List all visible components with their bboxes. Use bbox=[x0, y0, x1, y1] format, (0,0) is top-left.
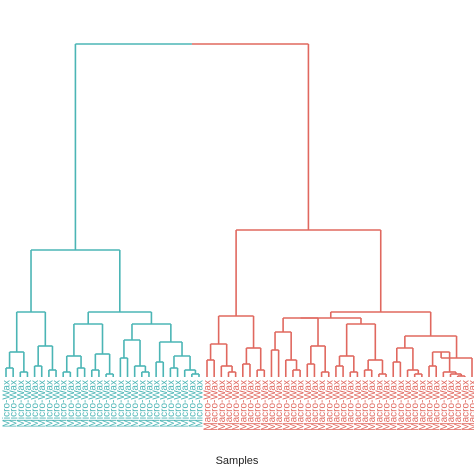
leaf-label-micro-wax: Micro-Wax bbox=[166, 380, 177, 427]
leaf-label-macro-wax: Macro-Wax bbox=[439, 380, 450, 431]
leaf-label-micro-wax: Micro-Wax bbox=[87, 380, 98, 427]
leaf-label-macro-wax: Macro-Wax bbox=[260, 380, 271, 431]
leaf-label-micro-wax: Micro-Wax bbox=[130, 380, 141, 427]
leaf-label-micro-wax: Micro-Wax bbox=[144, 380, 155, 427]
leaf-label-macro-wax: Macro-Wax bbox=[296, 380, 307, 431]
leaf-label-macro-wax: Macro-Wax bbox=[245, 380, 256, 431]
leaf-label-macro-wax: Macro-Wax bbox=[281, 380, 292, 431]
leaf-label-micro-wax: Micro-Wax bbox=[159, 380, 170, 427]
leaf-label-macro-wax: Macro-Wax bbox=[403, 380, 414, 431]
leaf-label-micro-wax: Micro-Wax bbox=[44, 380, 55, 427]
leaf-label-macro-wax: Macro-Wax bbox=[353, 380, 364, 431]
macro-wax-branches bbox=[191, 43, 473, 377]
leaf-label-micro-wax: Micro-Wax bbox=[2, 380, 13, 427]
leaf-label-macro-wax: Macro-Wax bbox=[267, 380, 278, 431]
leaf-label-micro-wax: Micro-Wax bbox=[152, 380, 163, 427]
leaf-label-micro-wax: Micro-Wax bbox=[94, 380, 105, 427]
leaf-label-micro-wax: Micro-Wax bbox=[180, 380, 191, 427]
x-axis-label: Samples bbox=[215, 455, 259, 467]
leaf-label-micro-wax: Micro-Wax bbox=[187, 380, 198, 427]
leaf-label-macro-wax: Macro-Wax bbox=[331, 380, 342, 431]
leaf-label-micro-wax: Micro-Wax bbox=[66, 380, 77, 427]
leaf-label-micro-wax: Micro-Wax bbox=[73, 380, 84, 427]
leaf-label-macro-wax: Macro-Wax bbox=[425, 380, 436, 431]
leaf-label-macro-wax: Macro-Wax bbox=[374, 380, 385, 431]
leaf-label-macro-wax: Macro-Wax bbox=[410, 380, 421, 431]
leaf-label-macro-wax: Macro-Wax bbox=[460, 380, 471, 431]
micro-wax-branches bbox=[5, 43, 200, 377]
leaf-label-macro-wax: Macro-Wax bbox=[432, 380, 443, 431]
leaf-label-micro-wax: Micro-Wax bbox=[52, 380, 63, 427]
leaf-label-macro-wax: Macro-Wax bbox=[217, 380, 228, 431]
leaf-label-micro-wax: Micro-Wax bbox=[16, 380, 27, 427]
leaf-label-micro-wax: Micro-Wax bbox=[9, 380, 20, 427]
leaf-label-macro-wax: Macro-Wax bbox=[238, 380, 249, 431]
leaf-label-macro-wax: Macro-Wax bbox=[339, 380, 350, 431]
leaf-label-macro-wax: Macro-Wax bbox=[367, 380, 378, 431]
leaf-label-micro-wax: Micro-Wax bbox=[102, 380, 113, 427]
leaf-label-micro-wax: Micro-Wax bbox=[59, 380, 70, 427]
leaf-label-macro-wax: Macro-Wax bbox=[389, 380, 400, 431]
leaf-label-macro-wax: Macro-Wax bbox=[288, 380, 299, 431]
leaf-label-macro-wax: Macro-Wax bbox=[310, 380, 321, 431]
leaf-label-macro-wax: Macro-Wax bbox=[324, 380, 335, 431]
leaf-label-macro-wax: Macro-Wax bbox=[453, 380, 464, 431]
leaf-label-micro-wax: Micro-Wax bbox=[137, 380, 148, 427]
leaf-label-macro-wax: Macro-Wax bbox=[231, 380, 242, 431]
leaf-label-macro-wax: Macro-Wax bbox=[382, 380, 393, 431]
leaf-label-macro-wax: Macro-Wax bbox=[210, 380, 221, 431]
leaf-label-macro-wax: Macro-Wax bbox=[203, 380, 214, 431]
leaf-label-micro-wax: Micro-Wax bbox=[173, 380, 184, 427]
leaf-label-micro-wax: Micro-Wax bbox=[195, 380, 206, 427]
leaf-label-macro-wax: Macro-Wax bbox=[317, 380, 328, 431]
leaf-label-micro-wax: Micro-Wax bbox=[23, 380, 34, 427]
leaf-label-micro-wax: Micro-Wax bbox=[80, 380, 91, 427]
leaf-label-macro-wax: Macro-Wax bbox=[396, 380, 407, 431]
leaf-label-micro-wax: Micro-Wax bbox=[109, 380, 120, 427]
leaf-label-macro-wax: Macro-Wax bbox=[446, 380, 457, 431]
leaf-label-micro-wax: Micro-Wax bbox=[123, 380, 134, 427]
leaf-label-macro-wax: Macro-Wax bbox=[303, 380, 314, 431]
leaf-label-macro-wax: Macro-Wax bbox=[468, 380, 474, 431]
leaf-label-macro-wax: Macro-Wax bbox=[417, 380, 428, 431]
leaf-label-macro-wax: Macro-Wax bbox=[274, 380, 285, 431]
leaf-label-macro-wax: Macro-Wax bbox=[253, 380, 264, 431]
leaf-label-micro-wax: Micro-Wax bbox=[37, 380, 48, 427]
leaf-label-macro-wax: Macro-Wax bbox=[224, 380, 235, 431]
leaf-label-micro-wax: Micro-Wax bbox=[116, 380, 127, 427]
leaf-label-micro-wax: Micro-Wax bbox=[30, 380, 41, 427]
leaf-label-macro-wax: Macro-Wax bbox=[360, 380, 371, 431]
leaf-label-macro-wax: Macro-Wax bbox=[346, 380, 357, 431]
leaf-labels: Micro-WaxMicro-WaxMicro-WaxMicro-WaxMicr… bbox=[2, 380, 474, 431]
